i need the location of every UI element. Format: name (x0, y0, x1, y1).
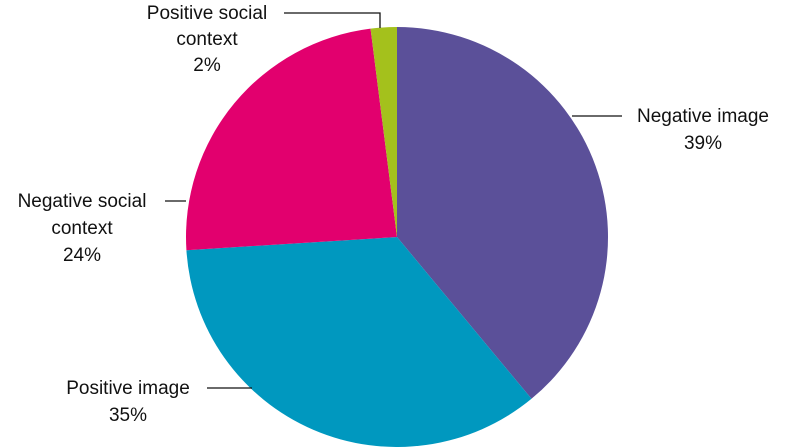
slice-name-label: Negative image (637, 106, 769, 127)
slice-name-label: Positive image (66, 378, 190, 399)
slice-name-label: Negative social (18, 191, 147, 212)
slice-label: Positive image 35% (66, 378, 190, 426)
leader-line (284, 12, 381, 28)
slice-value-label: 24% (63, 245, 101, 266)
slice-name-label: context (51, 218, 113, 239)
slice-value-label: 35% (109, 405, 147, 426)
slices-group (186, 27, 609, 447)
slice-label: Positive social context 2% (147, 3, 267, 76)
labels-group: Negative image 39% Positive image 35% Negati… (18, 3, 769, 426)
slice-value-label: 39% (684, 133, 722, 154)
slice-name-label: context (176, 29, 238, 50)
pie-slice-positive-image (186, 237, 532, 447)
pie-slice-positive-social-context (370, 27, 397, 237)
slice-value-label: 2% (193, 55, 221, 76)
leader-lines-group (165, 12, 622, 389)
slice-label: Negative social context 24% (18, 191, 147, 266)
pie-slice-negative-social-context (186, 28, 397, 251)
pie-slice-negative-image (397, 27, 609, 399)
slice-label: Negative image 39% (637, 106, 769, 154)
slice-name-label: Positive social (147, 3, 267, 24)
